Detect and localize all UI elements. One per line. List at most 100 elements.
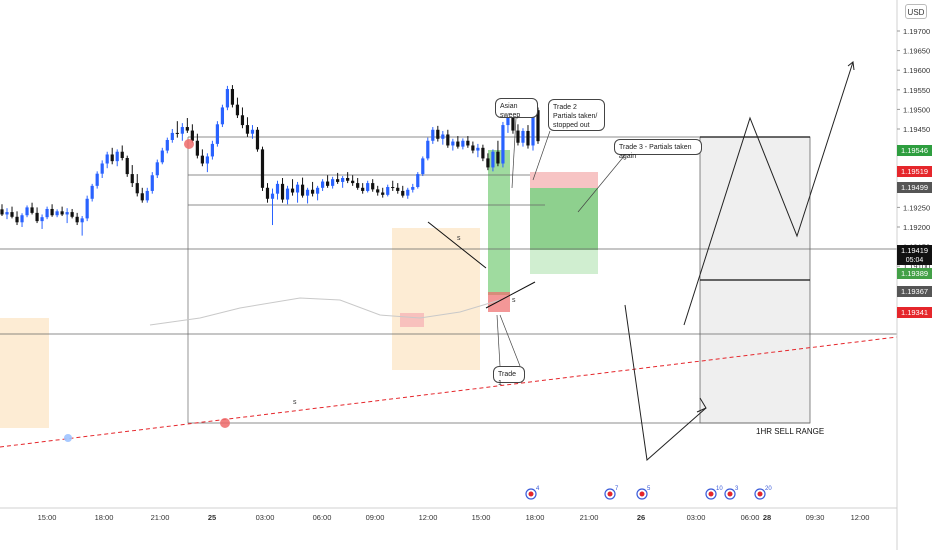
candle-body bbox=[436, 129, 440, 139]
candle-body bbox=[30, 207, 34, 213]
y-tick-label: 1.19500 bbox=[903, 105, 930, 114]
candle-body bbox=[526, 130, 530, 146]
candle-body bbox=[265, 187, 270, 199]
economic-event-count: 20 bbox=[765, 486, 772, 492]
candle-body bbox=[250, 129, 255, 134]
candle-body bbox=[310, 189, 315, 194]
candle-body bbox=[120, 151, 124, 159]
candle-body bbox=[225, 89, 230, 108]
candle-body bbox=[15, 216, 19, 223]
candle-body bbox=[366, 183, 370, 191]
price-tag-current: 1.19419 bbox=[897, 245, 932, 256]
ascending-support-line bbox=[485, 281, 536, 309]
trade2-text: Trade 2 Partials taken/ stopped out bbox=[553, 104, 598, 129]
candle-body bbox=[481, 147, 485, 159]
x-tick-label: 15:00 bbox=[38, 513, 57, 522]
candle-body bbox=[446, 134, 450, 146]
price-tag-target: 1.19546 bbox=[897, 145, 932, 156]
candle-body bbox=[155, 162, 159, 176]
currency-label[interactable]: USD bbox=[905, 4, 927, 19]
candle-body bbox=[270, 193, 275, 199]
price-tag-stop: 1.19519 bbox=[897, 166, 932, 177]
candle-body bbox=[130, 174, 134, 184]
candle-body bbox=[536, 110, 540, 142]
candle-body bbox=[346, 178, 350, 181]
y-tick-label: 1.19550 bbox=[903, 86, 930, 95]
candle-body bbox=[471, 145, 475, 151]
trade1-pointer-a bbox=[496, 314, 501, 367]
economic-event-flag-icon bbox=[708, 491, 714, 497]
candle-body bbox=[295, 184, 300, 193]
candle-body bbox=[341, 178, 345, 182]
candle-body bbox=[441, 134, 445, 139]
moving-average-line bbox=[149, 297, 501, 326]
drawing-lines-layer bbox=[0, 136, 898, 448]
candle-body bbox=[461, 140, 465, 147]
candle-body bbox=[451, 141, 455, 146]
candle-body bbox=[371, 183, 375, 190]
candle-body bbox=[361, 187, 365, 191]
candle-body bbox=[55, 211, 59, 216]
y-tick-label: 1.19600 bbox=[903, 66, 930, 75]
x-tick-label: 06:00 bbox=[313, 513, 332, 522]
candles-layer bbox=[0, 85, 540, 236]
candle-body bbox=[331, 179, 335, 186]
candle-body bbox=[65, 212, 69, 215]
trade3-text: Trade 3 - Partials taken again bbox=[619, 144, 692, 160]
candle-body bbox=[401, 190, 405, 196]
x-tick-label: 21:00 bbox=[580, 513, 599, 522]
candle-body bbox=[230, 89, 235, 105]
candle-body bbox=[315, 187, 320, 194]
trade1-callout[interactable]: Trade 1 bbox=[493, 366, 525, 387]
trade2-callout[interactable]: Trade 2 Partials taken/ stopped out bbox=[548, 99, 605, 131]
candle-body bbox=[205, 156, 209, 164]
y-tick-label: 1.19250 bbox=[903, 203, 930, 212]
candle-body bbox=[356, 183, 360, 188]
candle-body bbox=[351, 180, 355, 184]
candle-body bbox=[305, 189, 310, 196]
candle-body bbox=[501, 125, 505, 164]
candle-body bbox=[381, 192, 385, 195]
candle-body bbox=[280, 183, 285, 200]
economic-event-flag-icon bbox=[639, 491, 645, 497]
zones-layer bbox=[0, 136, 811, 428]
price-tag-sl: 1.19341 bbox=[897, 307, 932, 318]
rising-trendline bbox=[0, 336, 898, 448]
asian-session-box-1 bbox=[0, 318, 49, 428]
economic-event-count: 7 bbox=[615, 486, 619, 492]
candle-body bbox=[105, 154, 109, 164]
price-tag-low: 1.19367 bbox=[897, 286, 932, 297]
x-tick-label: 18:00 bbox=[95, 513, 114, 522]
projection-arrowhead-2 bbox=[847, 61, 855, 71]
y-tick-label: 1.19700 bbox=[903, 27, 930, 36]
x-tick-label: 21:00 bbox=[151, 513, 170, 522]
x-tick-label: 25 bbox=[208, 513, 216, 522]
projection-path-2 bbox=[683, 61, 854, 326]
candle-body bbox=[85, 198, 89, 219]
economic-event-count: 4 bbox=[536, 486, 540, 492]
candle-body bbox=[290, 188, 295, 193]
price-tag-entry: 1.19389 bbox=[897, 268, 932, 279]
x-tick-label: 09:30 bbox=[806, 513, 825, 522]
candle-body bbox=[115, 151, 119, 162]
trade3-callout[interactable]: Trade 3 - Partials taken again bbox=[614, 139, 702, 160]
economic-event-count: 3 bbox=[735, 486, 739, 492]
candle-body bbox=[376, 189, 380, 193]
trade3-pointer bbox=[577, 154, 626, 213]
candle-body bbox=[210, 143, 214, 157]
y-tick-label: 1.19200 bbox=[903, 223, 930, 232]
x-tick-label: 28 bbox=[763, 513, 771, 522]
candle-body bbox=[456, 141, 460, 147]
small-s-label: s bbox=[457, 235, 461, 242]
candle-body bbox=[245, 125, 250, 134]
economic-event-flag-icon bbox=[607, 491, 613, 497]
economic-event-count: 5 bbox=[647, 486, 651, 492]
candle-body bbox=[285, 188, 290, 200]
candle-body bbox=[426, 140, 430, 159]
asian-sweep-callout[interactable]: Asian sweep bbox=[495, 98, 538, 119]
candle-body bbox=[5, 212, 9, 215]
candle-body bbox=[300, 184, 305, 196]
economic-event-count: 10 bbox=[716, 486, 723, 492]
